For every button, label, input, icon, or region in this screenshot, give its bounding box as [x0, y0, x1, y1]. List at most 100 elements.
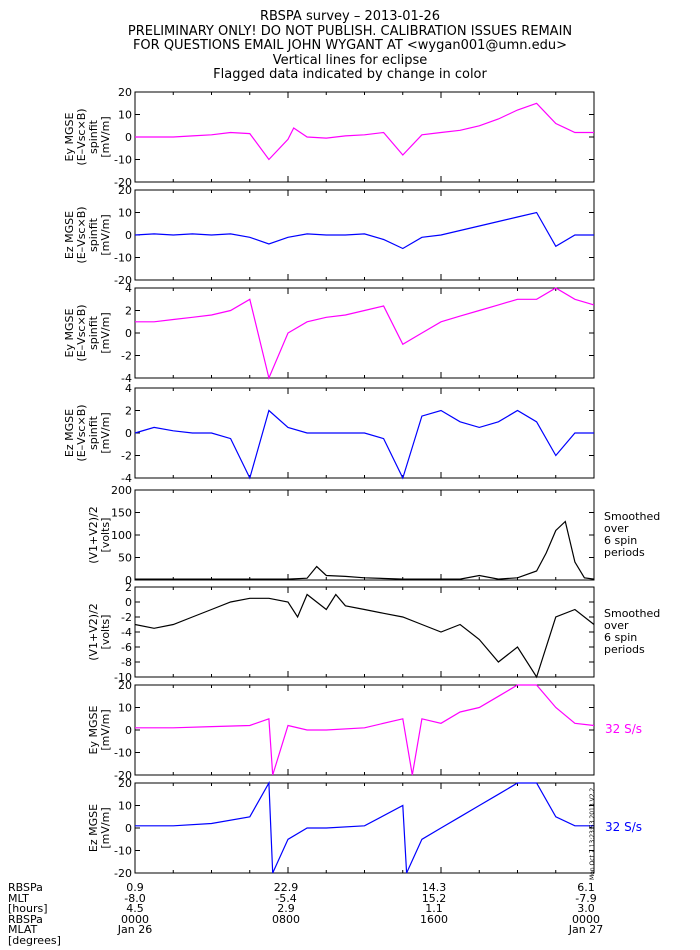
panel-4-ytick-label: -2	[121, 450, 132, 463]
footer-cell: 1600	[420, 912, 448, 926]
panel-5-frame	[134, 489, 595, 581]
footer-cell: 22.9	[273, 881, 299, 894]
panel-5-ytick-label: 200	[111, 484, 132, 497]
footer-cell: 2.9	[277, 902, 295, 916]
panel-6-ytick-label: -4	[121, 626, 132, 639]
panel-2-ytick-label: -20	[114, 274, 132, 287]
panel-7-series-line	[135, 684, 595, 776]
footer-row-label: MLAT	[8, 923, 38, 937]
chart-header: RBSPA survey – 2013-01-26 PRELIMINARY ON…	[0, 9, 700, 83]
panel-3-frame	[134, 287, 595, 379]
panel-7-ytick-label: 0	[125, 724, 132, 737]
panel-1-ytick-label: -10	[114, 154, 132, 167]
panel-1-ytick-label: 0	[125, 131, 132, 144]
panel-7-frame	[134, 684, 595, 776]
footer-cell: -8.0	[124, 891, 146, 905]
panel-6-ytick-label: -6	[121, 641, 132, 654]
panel-1-ytick-label: 10	[118, 109, 132, 122]
eclipse-note: Vertical lines for eclipse	[272, 52, 428, 68]
panel-4-ytick-label: 2	[125, 405, 132, 418]
footer-cell: 14.3	[421, 881, 447, 894]
footer-row-label: [hours]	[8, 902, 48, 916]
panel-7-ytick-label: 20	[118, 679, 132, 692]
panel-6-annotation: Smoothed over 6 spin periods	[604, 607, 661, 656]
panel-8-ytick-label: 0	[125, 822, 132, 835]
panel-5-series-line	[135, 520, 595, 580]
panel-8-ytick-label: -10	[114, 845, 132, 858]
footer-cell: -5.4	[275, 891, 297, 905]
footer-cell: 0000	[121, 912, 149, 926]
footer-row-label: [degrees]	[8, 933, 61, 947]
panel-8-ytick-label: 20	[118, 777, 132, 790]
panel-4-ytick-label: -4	[121, 472, 132, 485]
panel-4-series-line	[134, 409, 594, 480]
panel-1-frame	[134, 91, 595, 183]
panel-3-ytick-label: 2	[125, 305, 132, 318]
panel-5-ytick-label: 150	[111, 507, 132, 520]
footer-cell: 0800	[272, 912, 300, 926]
panel-2-ytick-label: 20	[118, 184, 132, 197]
footer-cell: 3.0	[577, 902, 595, 916]
panel-8-ytick-label: 10	[118, 800, 132, 813]
panel-5-ytick-label: 50	[118, 552, 132, 565]
panel-4-ytick-label: 0	[125, 427, 132, 440]
panel-6-ytick-label: 0	[125, 596, 132, 609]
footer-cell: -7.9	[575, 891, 597, 905]
panel-3-ytick-label: 0	[125, 327, 132, 340]
footer-cell: 4.5	[126, 902, 144, 916]
panel-5-ytick-label: 0	[125, 574, 132, 587]
chart-title: RBSPA survey – 2013-01-26	[259, 9, 441, 24]
panel-7-annotation: 32 S/s	[605, 722, 642, 736]
panel-1-series-line	[135, 102, 594, 161]
panel-7-ytick-label: -20	[114, 769, 132, 782]
panel-5-annotation: Smoothed over 6 spin periods	[604, 510, 661, 559]
footer-row-label: RBSPa	[8, 881, 43, 894]
footer-row-label: RBSPa	[8, 912, 43, 926]
footer-cell: 0000	[572, 912, 600, 926]
panel-2-ytick-label: -10	[114, 252, 132, 265]
panel-3-series-line	[135, 287, 595, 380]
panel-1-ytick-label: -20	[114, 176, 132, 189]
panel-4-ylabel: Ez MGSE (E–Vsc×B) spinfit [mV/m]	[63, 404, 112, 462]
panel-8-series-line	[135, 780, 594, 874]
footer-cell: 6.1	[577, 881, 595, 894]
panel-3-ytick-label: -4	[121, 372, 132, 385]
panel-5-ytick-label: 100	[111, 529, 132, 542]
preliminary-warning: PRELIMINARY ONLY! DO NOT PUBLISH. CALIBR…	[127, 23, 573, 39]
panel-8-frame	[134, 782, 595, 874]
footer-cell: 15.2	[421, 891, 447, 905]
panel-6-ytick-label: -10	[114, 671, 132, 684]
footer-cell: 0.9	[126, 881, 144, 894]
flag-note: Flagged data indicated by change in colo…	[213, 67, 487, 82]
panel-2-ytick-label: 10	[118, 207, 132, 220]
contact-line: FOR QUESTIONS EMAIL JOHN WYGANT AT <wyga…	[132, 38, 568, 53]
panel-1-ytick-label: 20	[118, 86, 132, 99]
panel-6-ytick-label: -8	[121, 656, 132, 669]
panel-6-series-line	[134, 593, 595, 679]
panel-2-series-line	[134, 211, 594, 250]
panel-2-ytick-label: 0	[125, 229, 132, 242]
panel-3-ytick-label: 4	[125, 282, 132, 295]
footer-cell: Jan 27	[568, 923, 604, 937]
panel-6-ylabel: (V1+V2)/2 [volts]	[87, 603, 112, 661]
panel-6-ytick-label: -2	[121, 611, 132, 624]
footer-row-label: MLT	[8, 891, 29, 905]
panel-3-ylabel: Ey MGSE (E–Vsc×B) spinfit [mV/m]	[63, 304, 112, 362]
panel-6-frame	[134, 586, 595, 678]
panel-7-ytick-label: -10	[114, 747, 132, 760]
panel-8-ylabel: Ez MGSE [mV/m]	[87, 803, 112, 853]
footer-cell: 1.1	[425, 902, 443, 916]
panel-7-ytick-label: 10	[118, 702, 132, 715]
panel-5-ylabel: (V1+V2)/2 [volts]	[87, 506, 112, 564]
panel-8-annotation: 32 S/s	[605, 820, 642, 834]
panel-7-ylabel: Ey MGSE [mV/m]	[87, 705, 112, 755]
panel-3-ytick-label: -2	[121, 350, 132, 363]
panel-1-ylabel: Ey MGSE (E–Vsc×B) spinfit [mV/m]	[63, 108, 112, 166]
panel-2-ylabel: Ez MGSE (E–Vsc×B) spinfit [mV/m]	[63, 206, 112, 264]
panel-8-ytick-label: -20	[114, 867, 132, 880]
version-stamp: Mon Oct 7 13:23:53 2013 V2.2	[589, 787, 596, 880]
footer-cell: Jan 26	[117, 923, 153, 937]
panel-4-ytick-label: 4	[125, 382, 132, 395]
panel-6-ytick-label: 2	[125, 581, 132, 594]
